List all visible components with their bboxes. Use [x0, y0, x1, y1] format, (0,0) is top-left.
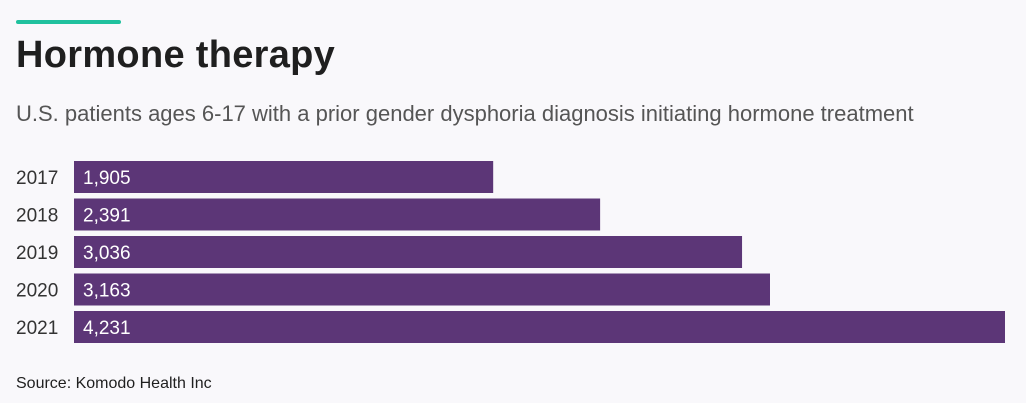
source-note: Source: Komodo Health Inc — [16, 375, 212, 392]
bar-2018 — [74, 198, 601, 231]
category-label-2020: 2020 — [16, 281, 58, 302]
chart-subtitle: U.S. patients ages 6-17 with a prior gen… — [16, 101, 914, 126]
value-label-2018: 2,391 — [83, 206, 131, 227]
bar-2019 — [74, 236, 743, 268]
bar-2021 — [74, 311, 1005, 343]
chart-title: Hormone therapy — [16, 34, 336, 76]
bar-2020 — [74, 273, 770, 306]
bar-chart: 2017 1,905 2018 2,391 2019 3,036 2020 3,163 2021… — [16, 161, 1005, 343]
value-label-2020: 3,163 — [83, 281, 131, 302]
value-label-2019: 3,036 — [83, 243, 131, 264]
category-label-2018: 2018 — [16, 206, 58, 227]
accent-bar — [16, 20, 121, 24]
bar-2017 — [74, 161, 494, 193]
category-label-2021: 2021 — [16, 318, 58, 339]
value-label-2017: 1,905 — [83, 168, 131, 189]
value-label-2021: 4,231 — [83, 318, 131, 339]
category-label-2017: 2017 — [16, 168, 58, 189]
category-label-2019: 2019 — [16, 243, 58, 264]
